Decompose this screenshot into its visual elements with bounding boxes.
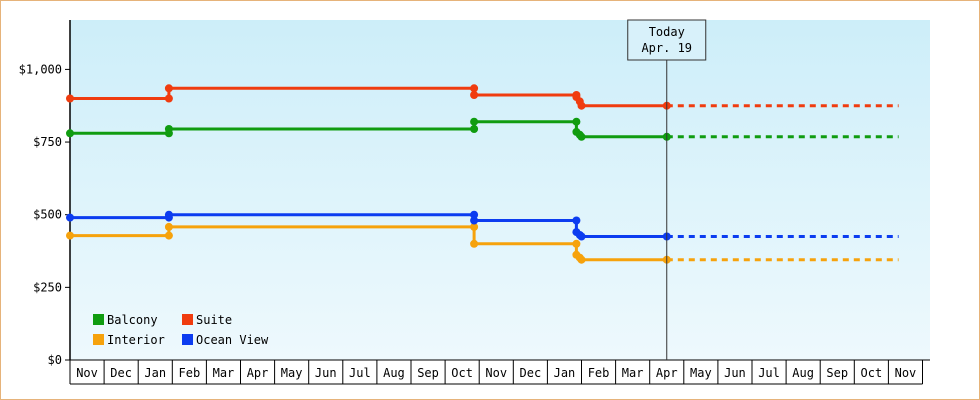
y-tick-label: $1,000 [19,62,62,76]
series-point [470,84,479,93]
series-point [470,125,479,133]
today-date: Apr. 19 [641,41,692,55]
series-point [66,213,74,222]
today-title: Today [649,25,685,39]
legend-swatch [93,314,104,325]
legend-label: Interior [107,333,165,347]
series-point [164,84,173,93]
series-point [470,222,479,231]
x-tick-label: Dec [520,366,542,380]
x-tick-label: Jan [554,366,576,380]
x-tick-label: Aug [383,366,405,380]
series-point [470,216,479,225]
series-point [470,91,479,99]
x-tick-label: Oct [861,366,883,380]
series-point [577,255,586,264]
legend-label: Suite [196,313,232,327]
x-tick-label: Feb [179,366,201,380]
legend-label: Balcony [107,313,158,327]
series-point [572,216,581,225]
x-tick-label: Jul [758,366,780,380]
legend-swatch [182,314,193,325]
x-tick-label: Jul [349,366,371,380]
x-tick-label: Feb [588,366,610,380]
series-point [164,94,173,103]
legend-swatch [182,334,193,345]
series-point [164,210,173,219]
plot-background [70,20,930,360]
today-box [627,19,707,61]
x-tick-label: Aug [792,366,814,380]
x-tick-label: Mar [622,366,644,380]
series-point [577,232,586,241]
series-point [470,210,479,219]
legend-swatch [93,334,104,345]
series-point [470,117,479,126]
series-point [577,101,586,110]
series-point [164,222,173,231]
series-point [470,239,479,248]
x-tick-label: May [690,366,712,380]
x-tick-label: Nov [76,366,98,380]
y-tick-label: $0 [48,353,62,367]
y-tick-label: $250 [33,280,62,294]
legend-label: Ocean View [196,333,269,347]
x-tick-label: Mar [213,366,235,380]
series-point [66,129,74,138]
x-tick-label: Jan [144,366,166,380]
x-tick-label: Nov [485,366,507,380]
x-tick-label: Oct [451,366,473,380]
x-tick-label: Apr [247,366,269,380]
series-point [66,231,74,240]
x-tick-label: Jun [315,366,337,380]
series-point [164,231,173,240]
x-tick-label: Jun [724,366,746,380]
series-point [572,239,581,248]
series-point [572,117,581,126]
x-tick-label: Sep [826,366,848,380]
series-point [164,125,173,133]
series-point [66,94,74,103]
x-tick-label: May [281,366,303,380]
x-tick-label: Dec [110,366,132,380]
x-tick-label: Sep [417,366,439,380]
y-tick-label: $750 [33,135,62,149]
series-point [577,132,586,141]
x-tick-label: Nov [895,366,917,380]
y-tick-label: $500 [33,208,62,222]
x-tick-label: Apr [656,366,678,380]
